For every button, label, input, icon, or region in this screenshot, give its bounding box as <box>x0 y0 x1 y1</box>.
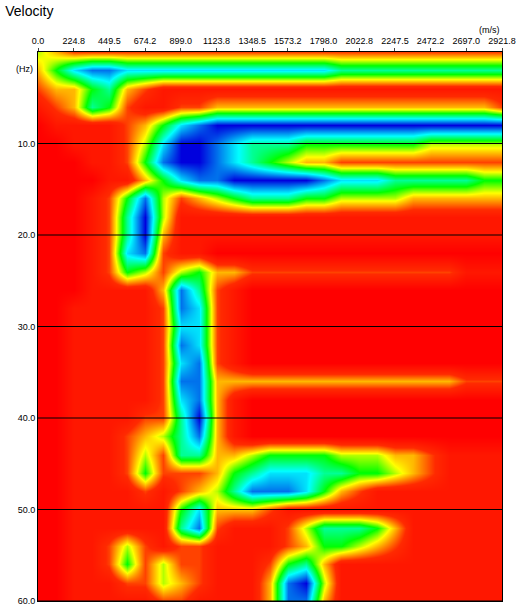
svg-text:2921.8: 2921.8 <box>488 36 516 46</box>
svg-text:60.0: 60.0 <box>18 596 36 606</box>
svg-text:0.0: 0.0 <box>32 36 45 46</box>
svg-text:449.5: 449.5 <box>98 36 121 46</box>
svg-text:20.0: 20.0 <box>18 230 36 240</box>
svg-text:1348.5: 1348.5 <box>238 36 266 46</box>
svg-text:2697.0: 2697.0 <box>453 36 481 46</box>
svg-text:674.2: 674.2 <box>134 36 157 46</box>
svg-text:2022.8: 2022.8 <box>345 36 373 46</box>
svg-text:(m/s): (m/s) <box>479 25 500 35</box>
svg-text:(Hz): (Hz) <box>16 64 33 74</box>
svg-text:40.0: 40.0 <box>18 413 36 423</box>
svg-text:1123.8: 1123.8 <box>203 36 230 46</box>
svg-text:1573.2: 1573.2 <box>274 36 302 46</box>
svg-text:Velocity: Velocity <box>5 3 53 19</box>
svg-text:224.8: 224.8 <box>62 36 85 46</box>
svg-text:2472.2: 2472.2 <box>417 36 445 46</box>
svg-text:2247.5: 2247.5 <box>381 36 409 46</box>
svg-text:899.0: 899.0 <box>170 36 193 46</box>
svg-text:1798.0: 1798.0 <box>310 36 338 46</box>
svg-text:10.0: 10.0 <box>18 139 36 149</box>
svg-text:50.0: 50.0 <box>18 505 36 515</box>
svg-text:30.0: 30.0 <box>18 322 36 332</box>
